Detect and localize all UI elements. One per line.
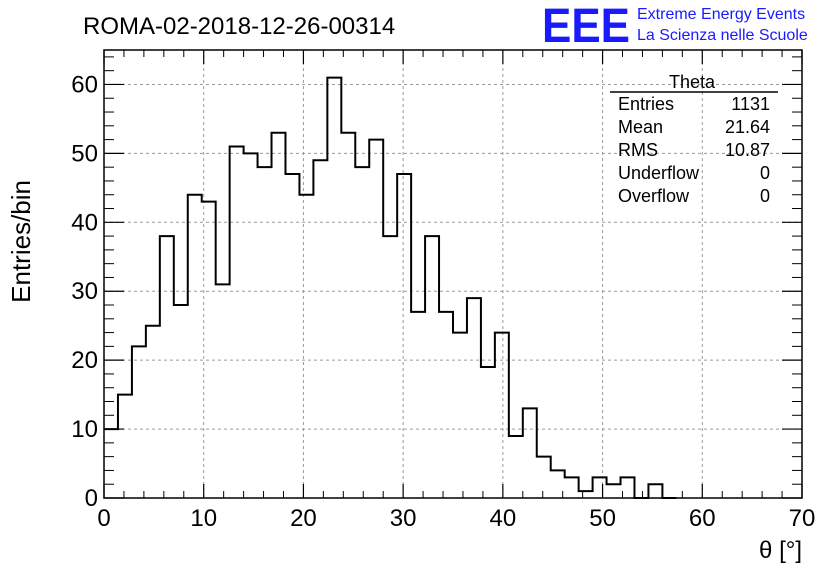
y-tick-label: 50 bbox=[71, 140, 98, 167]
stats-row-value: 1131 bbox=[731, 94, 770, 114]
eee-logo-mark: EEE bbox=[542, 0, 630, 53]
x-tick-labels: 0 10 20 30 40 50 60 70 bbox=[97, 505, 815, 532]
stats-rows: Entries 1131 Mean 21.64 RMS 10.87 Underflow 0 Ov… bbox=[618, 94, 770, 206]
x-axis-label: θ [°] bbox=[759, 537, 802, 564]
y-tick-labels: 0 10 20 30 40 50 60 bbox=[71, 71, 98, 512]
stats-row-label: RMS bbox=[618, 140, 658, 160]
y-axis-label: Entries/bin bbox=[6, 180, 36, 303]
y-tick-label: 60 bbox=[71, 71, 98, 98]
axis-ticks bbox=[103, 50, 803, 499]
x-tick-label: 40 bbox=[490, 505, 517, 532]
chart-title: ROMA-02-2018-12-26-00314 bbox=[83, 13, 395, 40]
x-tick-label: 50 bbox=[589, 505, 616, 532]
stats-box-title: Theta bbox=[669, 72, 716, 92]
y-tick-label: 0 bbox=[85, 485, 98, 512]
eee-logo-line2: La Scienza nelle Scuole bbox=[637, 27, 808, 44]
x-tick-label: 70 bbox=[789, 505, 816, 532]
stats-row-label: Overflow bbox=[618, 186, 690, 206]
grid bbox=[104, 50, 802, 498]
stats-row-value: 10.87 bbox=[725, 140, 770, 160]
histogram-line bbox=[104, 76, 677, 499]
stats-row-value: 21.64 bbox=[725, 117, 770, 137]
eee-logo: EEE Extreme Energy Events La Scienza nel… bbox=[542, 0, 808, 53]
eee-logo-line1: Extreme Energy Events bbox=[637, 6, 805, 23]
stats-box: Theta Entries 1131 Mean 21.64 RMS 10.87 Underf… bbox=[610, 72, 778, 206]
x-tick-label: 0 bbox=[97, 505, 110, 532]
x-tick-label: 60 bbox=[689, 505, 716, 532]
x-tick-label: 20 bbox=[290, 505, 317, 532]
plot-frame bbox=[103, 49, 803, 499]
stats-row-label: Entries bbox=[618, 94, 674, 114]
x-tick-label: 30 bbox=[390, 505, 417, 532]
y-tick-label: 10 bbox=[71, 416, 98, 443]
stats-row-label: Mean bbox=[618, 117, 663, 137]
x-tick-label: 10 bbox=[190, 505, 217, 532]
stats-row-value: 0 bbox=[760, 163, 770, 183]
y-tick-label: 20 bbox=[71, 347, 98, 374]
stats-row-label: Underflow bbox=[618, 163, 700, 183]
y-tick-label: 30 bbox=[71, 278, 98, 305]
y-tick-label: 40 bbox=[71, 209, 98, 236]
stats-row-value: 0 bbox=[760, 186, 770, 206]
